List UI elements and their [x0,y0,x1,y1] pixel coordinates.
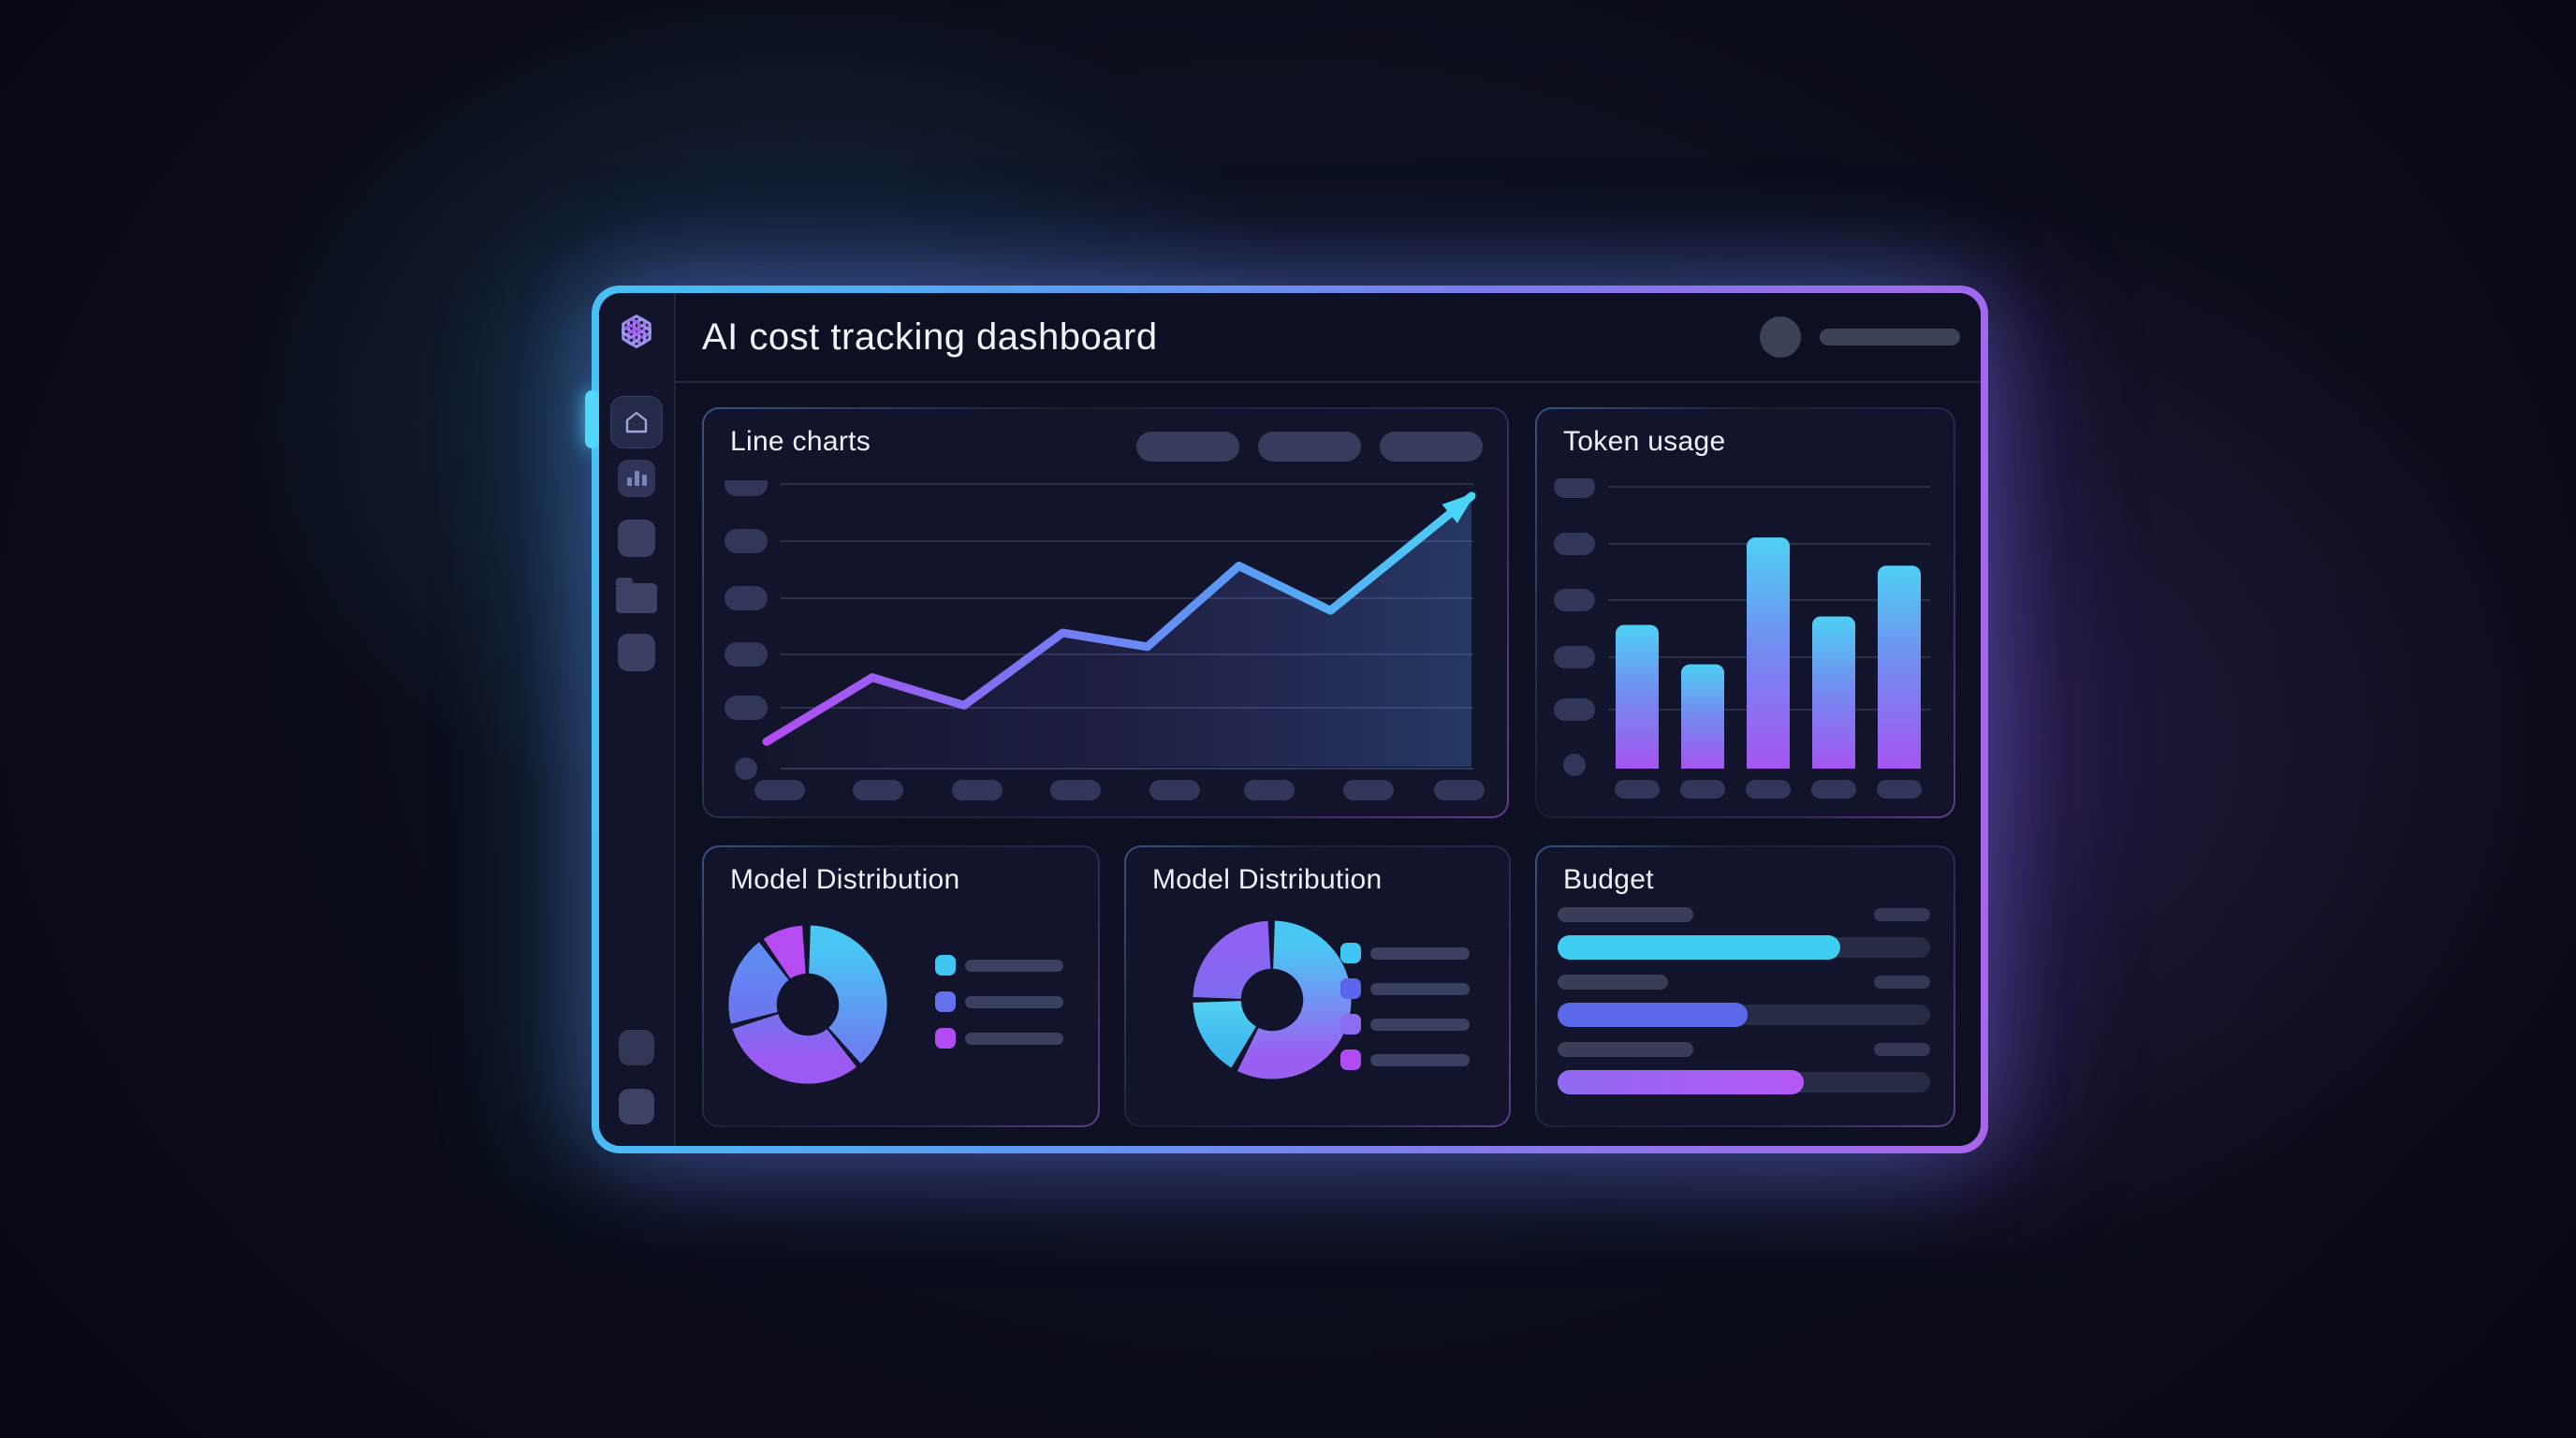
legend-swatch [1340,1014,1361,1034]
budget-progress-track [1558,1003,1930,1027]
toolbar-pill-2[interactable] [1258,432,1361,462]
budget-title: Budget [1563,864,1654,895]
line-charts-title: Line charts [730,426,871,457]
content: Line charts Token usage [676,383,1981,1146]
legend-item-2[interactable] [1340,978,1470,999]
sidebar-item-5[interactable] [618,634,655,671]
legend-swatch [935,991,956,1012]
sidebar-item-6[interactable] [619,1030,654,1065]
sidebar [599,293,676,1146]
legend-swatch [1340,1049,1361,1070]
sidebar-item-files[interactable] [616,578,657,613]
legend-item-4[interactable] [1340,1049,1470,1070]
budget-progress-fill [1558,1003,1748,1027]
token-usage-panel: Token usage [1535,407,1955,818]
window-body: AI cost tracking dashboard Line charts [599,293,1981,1146]
model-distribution-donut-2 [1193,920,1352,1079]
budget-progress-track [1558,935,1930,960]
legend-label-placeholder [1370,982,1470,995]
legend-label-placeholder [965,1032,1063,1045]
line-chart [724,480,1485,800]
sidebar-item-7[interactable] [619,1089,654,1124]
sidebar-item-home[interactable] [610,396,663,448]
header: AI cost tracking dashboard [676,293,1981,383]
openai-logo-icon [622,315,651,348]
model-distribution-2-title: Model Distribution [1152,864,1383,895]
budget-progress-fill [1558,1070,1804,1094]
budget-label-placeholder [1558,975,1668,990]
budget-panel: Budget [1535,845,1955,1127]
main-area: AI cost tracking dashboard Line charts [676,293,1981,1146]
legend-item-3[interactable] [935,1028,1063,1049]
budget-label-placeholder [1558,1042,1693,1057]
line-charts-toolbar [1136,432,1483,462]
header-menu-pill[interactable] [1820,329,1960,345]
legend-swatch [935,1028,956,1049]
model-distribution-panel-1: Model Distribution [702,845,1100,1127]
legend-label-placeholder [965,959,1063,972]
model-distribution-legend-1 [935,955,1063,1064]
budget-row-1 [1558,907,1930,965]
dashboard-window: AI cost tracking dashboard Line charts [585,286,1988,1153]
line-charts-panel: Line charts [702,407,1509,818]
budget-progress-fill [1558,935,1841,960]
legend-item-1[interactable] [1340,943,1470,963]
budget-progress-track [1558,1070,1930,1094]
legend-item-2[interactable] [935,991,1063,1012]
legend-label-placeholder [1370,1018,1470,1031]
budget-rows [1558,847,1930,1125]
token-usage-title: Token usage [1563,426,1726,457]
token-usage-bar-chart [1554,478,1930,799]
bar-chart-icon [626,471,647,486]
folder-icon [616,578,657,613]
model-distribution-donut-1 [728,925,887,1084]
budget-row-2 [1558,975,1930,1033]
model-distribution-1-title: Model Distribution [730,864,960,895]
active-nav-indicator [585,390,599,448]
budget-label-placeholder [1558,907,1693,922]
model-distribution-legend-2 [1340,943,1470,1085]
sidebar-item-analytics[interactable] [618,460,655,497]
budget-row-3 [1558,1042,1930,1100]
model-distribution-panel-2: Model Distribution [1124,845,1511,1127]
toolbar-pill-1[interactable] [1136,432,1239,462]
legend-swatch [1340,978,1361,999]
legend-item-1[interactable] [935,955,1063,976]
legend-item-3[interactable] [1340,1014,1470,1034]
page-title: AI cost tracking dashboard [702,315,1158,358]
budget-value-placeholder [1874,1043,1930,1056]
legend-label-placeholder [1370,946,1470,960]
toolbar-pill-3[interactable] [1380,432,1483,462]
sidebar-item-3[interactable] [618,520,655,557]
budget-value-placeholder [1874,976,1930,989]
user-avatar[interactable] [1760,316,1801,358]
budget-value-placeholder [1874,908,1930,921]
legend-swatch [935,955,956,976]
home-icon [625,411,648,433]
legend-swatch [1340,943,1361,963]
legend-label-placeholder [1370,1053,1470,1066]
legend-label-placeholder [965,995,1063,1008]
